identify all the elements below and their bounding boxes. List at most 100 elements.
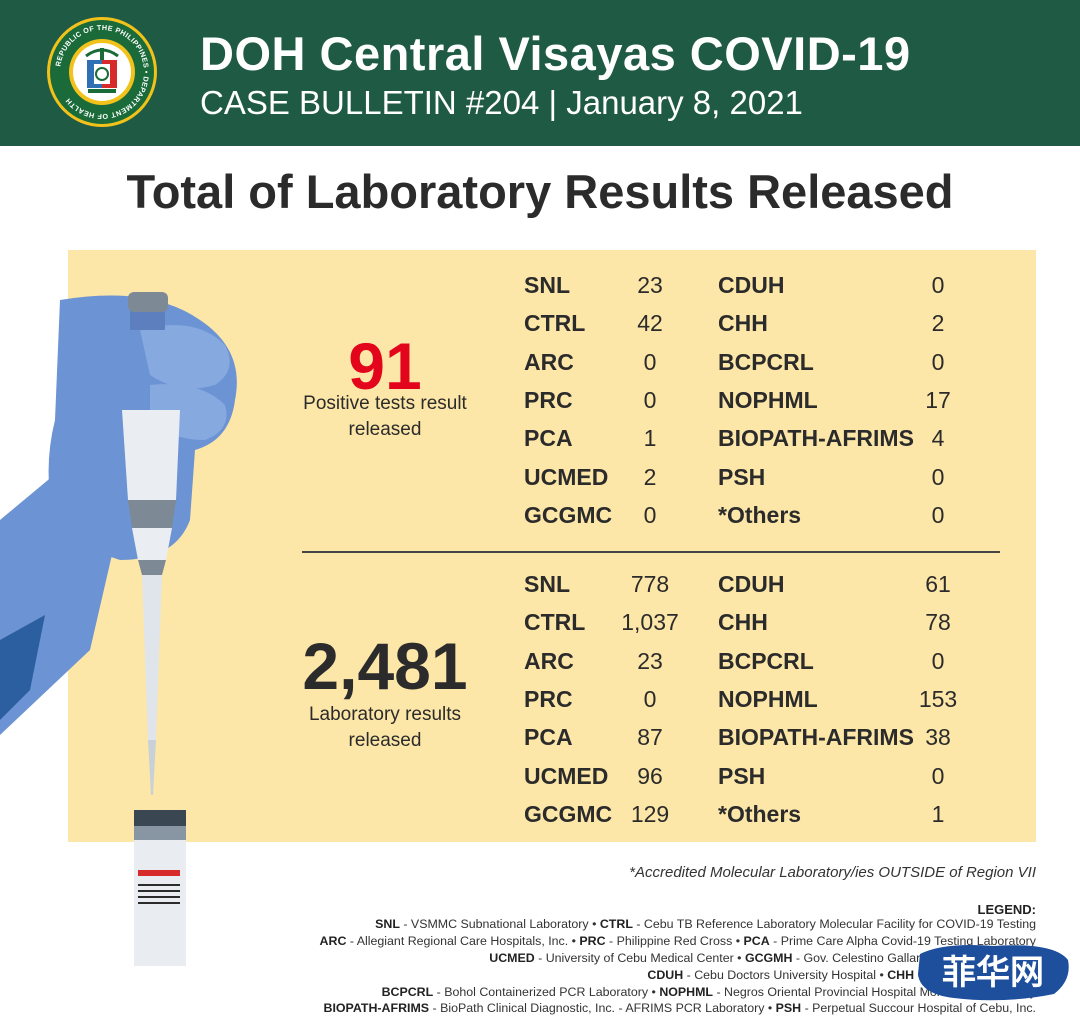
positive-right-lab-value: 0: [931, 463, 945, 490]
laboratory-left-lab-value: 1,037: [621, 609, 679, 636]
positive-left-lab-value: 1: [643, 425, 657, 452]
legend-abbr: CTRL: [599, 917, 633, 931]
section-divider: [302, 551, 1000, 553]
laboratory-left-lab-name: PCA: [524, 724, 573, 751]
positive-right-lab-name: NOPHML: [718, 386, 818, 413]
positive-right-lab-name: PSH: [718, 463, 766, 490]
legend-line: UCMED - University of Cebu Medical Cente…: [160, 951, 1036, 965]
legend-desc: - Allegiant Regional Care Hospitals, Inc…: [346, 934, 580, 948]
positive-left-lab-value: 0: [643, 501, 657, 528]
positive-right-lab-value: 17: [925, 386, 951, 413]
sample-vial-icon: [134, 810, 186, 966]
laboratory-left-lab-value: 23: [637, 647, 663, 674]
legend-line: BCPCRL - Bohol Containerized PCR Laborat…: [160, 985, 1036, 999]
legend-line: SNL - VSMMC Subnational Laboratory • CTR…: [160, 917, 1036, 931]
laboratory-right-lab-name: PSH: [718, 762, 766, 789]
legend-abbr: PRC: [579, 934, 606, 948]
laboratory-left-lab-value: 129: [630, 800, 670, 827]
legend-abbr: SNL: [375, 917, 400, 931]
laboratory-left-lab-name: CTRL: [524, 609, 586, 636]
doh-seal-icon: REPUBLIC OF THE PHILIPPINES • DEPARTMENT…: [47, 17, 157, 127]
legend-abbr: CHH: [887, 968, 915, 982]
legend-abbr: CDUH: [647, 968, 684, 982]
legend-desc: - University of Cebu Medical Center •: [534, 951, 745, 965]
positive-left-lab-value: 42: [637, 310, 663, 337]
positive-right-lab-value: 4: [931, 425, 945, 452]
positive-caption: Positive tests result released: [303, 393, 467, 440]
positive-left-lab-name: ARC: [524, 348, 574, 375]
laboratory-left-lab-value: 87: [637, 724, 663, 751]
bulletin-title: DOH Central Visayas COVID-19: [200, 27, 911, 80]
positive-right-lab-name: CHH: [718, 310, 768, 337]
laboratory-left-lab-name: UCMED: [524, 762, 609, 789]
positive-left-lab-name: PRC: [524, 386, 573, 413]
bulletin-subtitle: CASE BULLETIN #204 | January 8, 2021: [200, 84, 803, 121]
page-title: Total of Laboratory Results Released: [126, 165, 954, 218]
laboratory-left-lab-value: 0: [643, 685, 657, 712]
positive-left-lab-name: GCGMC: [524, 501, 613, 528]
laboratory-left-lab-value: 96: [637, 762, 663, 789]
positive-right-lab-name: BCPCRL: [718, 348, 814, 375]
laboratory-right-lab-name: BIOPATH-AFRIMS: [718, 724, 914, 751]
legend-abbr: ARC: [319, 934, 347, 948]
legend-desc: - Prime Care Alpha Covid-19 Testing Labo…: [769, 934, 1036, 948]
legend-abbr: GCGMH: [744, 951, 793, 965]
positive-left-lab-value: 0: [643, 386, 657, 413]
legend-desc: - BioPath Clinical Diagnostic, Inc. - AF…: [429, 1001, 776, 1015]
laboratory-right-lab-name: NOPHML: [718, 685, 818, 712]
laboratory-left-lab-name: SNL: [524, 571, 570, 597]
watermark-badge-icon: 菲华网: [918, 945, 1069, 1001]
positive-left-lab-value: 2: [643, 463, 657, 490]
laboratory-left-lab-name: ARC: [524, 647, 574, 674]
laboratory-right-lab-value: 1: [931, 800, 945, 827]
laboratory-count: 2,481: [302, 629, 468, 703]
positive-left-lab-name: SNL: [524, 272, 570, 298]
legend-line: ARC - Allegiant Regional Care Hospitals,…: [160, 934, 1036, 948]
legend-abbr: PCA: [743, 934, 770, 948]
laboratory-right-lab-value: 0: [931, 762, 945, 789]
legend-abbr: UCMED: [489, 951, 535, 965]
results-panel: [68, 250, 1036, 842]
positive-right-lab-name: BIOPATH-AFRIMS: [718, 425, 914, 452]
laboratory-right-lab-value: 153: [918, 685, 958, 712]
positive-right-lab-value: 0: [931, 272, 945, 298]
laboratory-left-lab-name: GCGMC: [524, 800, 613, 827]
legend-line: BIOPATH-AFRIMS - BioPath Clinical Diagno…: [160, 1001, 1036, 1015]
positive-count: 91: [348, 329, 422, 403]
positive-left-lab-value: 23: [637, 272, 663, 298]
positive-right-lab-name: CDUH: [718, 272, 785, 298]
legend-abbr: BIOPATH-AFRIMS: [323, 1001, 430, 1015]
laboratory-right-lab-name: CDUH: [718, 571, 785, 597]
legend-desc: - Cebu Doctors University Hospital •: [683, 968, 888, 982]
positive-left-lab-value: 0: [643, 348, 657, 375]
laboratory-right-lab-name: CHH: [718, 609, 768, 636]
legend-abbr: NOPHML: [659, 985, 714, 999]
positive-left-lab-name: PCA: [524, 425, 573, 452]
laboratory-left-lab-value: 778: [630, 571, 670, 597]
laboratory-caption: Laboratory results released: [308, 704, 462, 751]
positive-right-lab-value: 0: [931, 348, 945, 375]
pipette-illustration-icon: [0, 292, 237, 966]
legend-line: CDUH - Cebu Doctors University Hospital …: [160, 968, 1036, 982]
laboratory-right-lab-name: *Others: [718, 800, 802, 827]
laboratory-left-lab-name: PRC: [524, 685, 573, 712]
laboratory-right-lab-value: 61: [925, 571, 951, 597]
legend-abbr: BCPCRL: [381, 985, 434, 999]
laboratory-right-lab-value: 0: [931, 647, 945, 674]
watermark-text: 菲华网: [942, 953, 1044, 993]
legend-desc: - Cebu TB Reference Laboratory Molecular…: [632, 917, 1036, 931]
laboratory-right-lab-name: BCPCRL: [718, 647, 814, 674]
positive-left-lab-name: UCMED: [524, 463, 609, 490]
laboratory-right-lab-value: 38: [925, 724, 951, 751]
legend-desc: - Philippine Red Cross •: [605, 934, 744, 948]
laboratory-right-lab-value: 78: [925, 609, 951, 636]
header-banner: REPUBLIC OF THE PHILIPPINES • DEPARTMENT…: [0, 0, 1080, 146]
positive-right-lab-name: *Others: [718, 501, 802, 528]
footnote: *Accredited Molecular Laboratory/ies OUT…: [629, 864, 1036, 881]
positive-right-lab-value: 2: [931, 310, 945, 337]
positive-right-lab-value: 0: [931, 501, 945, 528]
legend-desc: - Bohol Containerized PCR Laboratory •: [433, 985, 660, 999]
positive-left-lab-name: CTRL: [524, 310, 586, 337]
legend-desc: - Perpetual Succour Hospital of Cebu, In…: [801, 1001, 1036, 1015]
legend-desc: - VSMMC Subnational Laboratory •: [399, 917, 600, 931]
